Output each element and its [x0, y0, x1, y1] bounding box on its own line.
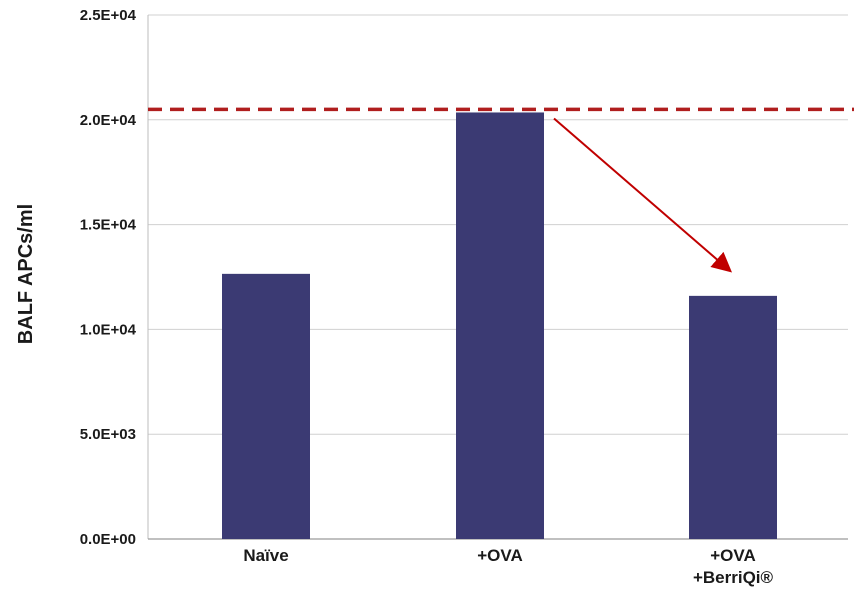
- x-category-label: +OVA: [710, 546, 756, 565]
- y-tick-label: 0.0E+00: [80, 531, 136, 548]
- y-tick-label: 1.0E+04: [80, 321, 137, 338]
- annotations: [148, 107, 854, 273]
- y-axis-title: BALF APCs/ml: [15, 204, 37, 344]
- bar: [222, 273, 310, 539]
- y-tick-label: 2.5E+04: [80, 7, 137, 24]
- y-tick-label: 5.0E+03: [80, 426, 136, 443]
- y-tick-label: 2.0E+04: [80, 112, 137, 129]
- bar: [689, 295, 777, 539]
- x-category-labels: Naïve +OVA +OVA +BerriQi®: [243, 546, 773, 587]
- x-category-label: Naïve: [243, 546, 288, 565]
- x-category-label: +BerriQi®: [693, 568, 774, 587]
- x-category-label: +OVA: [477, 546, 523, 565]
- y-tick-labels: 0.0E+00 5.0E+03 1.0E+04 1.5E+04 2.0E+04 2.5E+…: [80, 7, 137, 548]
- annotation-arrow: [553, 117, 733, 273]
- bars: [222, 112, 777, 540]
- bar: [456, 112, 544, 540]
- y-tick-label: 1.5E+04: [80, 217, 137, 234]
